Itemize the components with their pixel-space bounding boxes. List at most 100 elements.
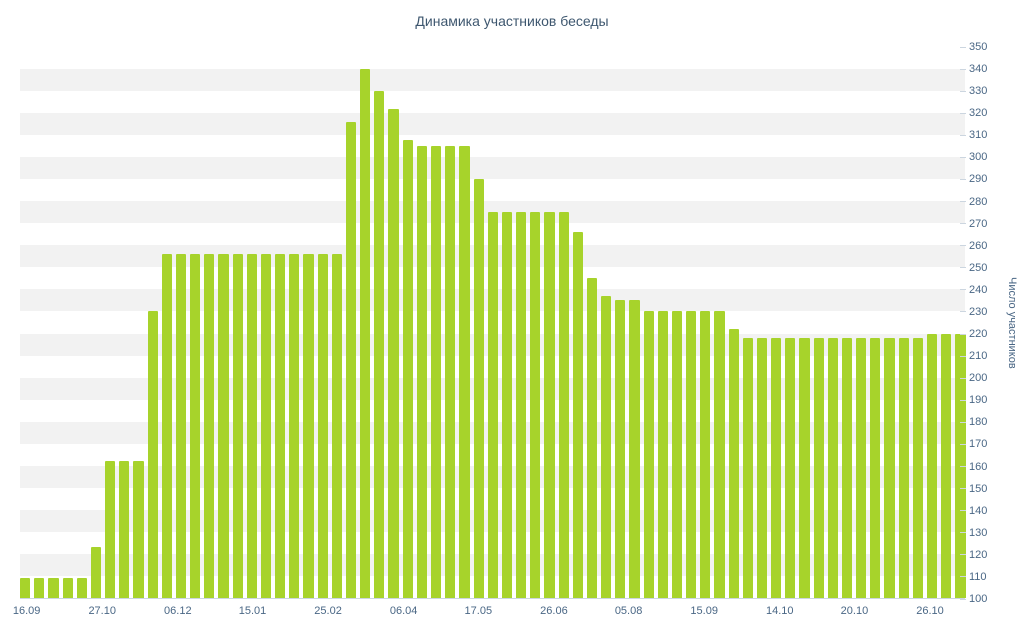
y-tick xyxy=(960,46,966,48)
chart-title: Динамика участников беседы xyxy=(415,13,609,29)
y-tick-label: 240 xyxy=(969,283,988,296)
bar xyxy=(218,254,229,598)
y-tick-label: 280 xyxy=(969,195,988,208)
y-tick xyxy=(960,443,966,445)
y-tick xyxy=(960,68,966,70)
y-tick-label: 270 xyxy=(969,217,988,230)
y-tick-label: 220 xyxy=(969,328,988,341)
y-tick-label: 230 xyxy=(969,305,988,318)
bar xyxy=(516,212,527,598)
y-tick xyxy=(960,576,966,578)
x-tick-label: 15.01 xyxy=(238,605,267,617)
y-tick xyxy=(960,355,966,357)
bar xyxy=(388,108,399,598)
bar xyxy=(62,578,73,598)
y-tick-label: 320 xyxy=(969,107,988,120)
bar xyxy=(955,333,966,598)
y-tick xyxy=(960,311,966,313)
bar xyxy=(105,461,116,598)
bar xyxy=(317,254,328,598)
bar xyxy=(416,146,427,598)
bar xyxy=(572,232,583,598)
bar xyxy=(48,578,59,598)
bar xyxy=(530,212,541,598)
bar xyxy=(728,329,739,598)
y-tick-label: 190 xyxy=(969,394,988,407)
y-tick xyxy=(960,112,966,114)
x-tick-label: 16.09 xyxy=(12,605,41,617)
y-tick xyxy=(960,289,966,291)
bar xyxy=(459,146,470,598)
grid-band xyxy=(20,113,965,136)
y-axis-title: Число участников xyxy=(1006,277,1018,369)
x-tick-label: 25.02 xyxy=(314,605,342,617)
y-tick xyxy=(960,421,966,423)
y-tick-label: 200 xyxy=(969,372,988,385)
bar xyxy=(558,212,569,598)
y-tick-label: 140 xyxy=(969,504,988,517)
y-tick-label: 300 xyxy=(969,151,988,164)
bar xyxy=(601,296,612,598)
bar xyxy=(275,254,286,598)
y-tick-label: 100 xyxy=(969,593,988,605)
bar xyxy=(190,254,201,598)
y-tick-label: 130 xyxy=(969,526,988,539)
y-tick xyxy=(960,532,966,534)
y-tick xyxy=(960,377,966,379)
bar xyxy=(813,337,824,598)
bar xyxy=(161,254,172,598)
y-tick xyxy=(960,223,966,225)
bar xyxy=(827,337,838,598)
bar xyxy=(289,254,300,598)
bar xyxy=(374,91,385,598)
bar xyxy=(615,300,626,598)
bar xyxy=(430,146,442,598)
bar xyxy=(912,337,923,598)
bar xyxy=(402,139,413,598)
x-tick-label: 17.05 xyxy=(464,605,493,617)
bar xyxy=(90,547,102,598)
y-tick-label: 290 xyxy=(969,173,988,186)
bar xyxy=(232,254,243,598)
y-tick-label: 110 xyxy=(969,570,987,583)
bar xyxy=(331,254,342,598)
y-tick-label: 330 xyxy=(969,85,988,98)
bar xyxy=(856,337,867,598)
x-tick-label: 27.10 xyxy=(88,605,116,617)
y-tick-label: 350 xyxy=(969,41,988,53)
x-tick-label: 26.06 xyxy=(540,605,568,617)
bar xyxy=(204,254,215,598)
bar xyxy=(785,337,796,598)
bar xyxy=(671,311,683,598)
bar xyxy=(34,578,45,598)
y-axis-labels: 100 110 120 130 140 150 160 170 180 190 200 210 220 2… xyxy=(960,41,1003,605)
bar xyxy=(445,146,456,598)
bar xyxy=(147,311,158,598)
y-tick-label: 250 xyxy=(969,261,988,274)
bar-series xyxy=(20,47,966,598)
y-tick-label: 340 xyxy=(969,63,988,76)
bar xyxy=(927,333,938,598)
x-tick-label: 20.10 xyxy=(840,605,869,617)
x-tick-label: 06.04 xyxy=(389,605,418,617)
y-tick xyxy=(960,201,966,203)
y-tick xyxy=(960,488,966,490)
y-tick xyxy=(960,178,966,180)
y-tick-label: 160 xyxy=(969,460,988,473)
bar xyxy=(771,337,782,598)
x-tick-label: 06.12 xyxy=(164,605,192,617)
bar xyxy=(119,461,130,598)
bar xyxy=(133,461,144,598)
bar xyxy=(501,212,513,598)
bar xyxy=(898,337,909,598)
bar xyxy=(473,179,484,598)
y-tick-label: 310 xyxy=(969,129,988,142)
y-tick xyxy=(960,510,966,512)
bar xyxy=(303,254,314,598)
bar xyxy=(175,254,187,598)
x-tick-label: 15.09 xyxy=(690,605,718,617)
bar xyxy=(686,311,697,598)
x-axis-labels: 16.09 27.10 06.12 15.01 25.02 06.04 17.05 26.06… xyxy=(13,605,965,621)
y-tick-label: 150 xyxy=(969,482,988,495)
